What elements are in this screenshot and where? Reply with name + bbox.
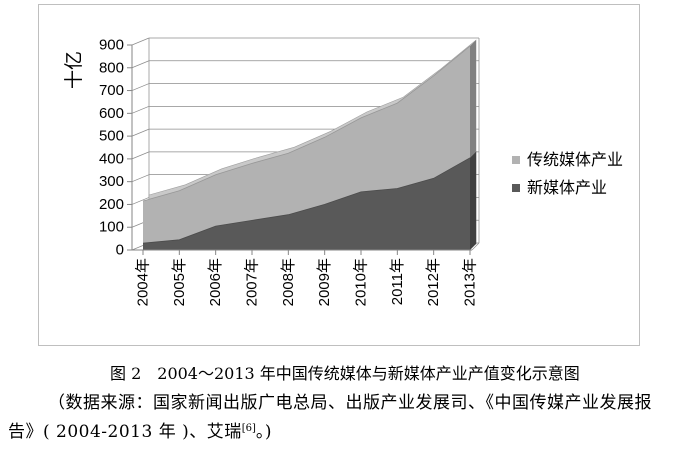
x-tick-label: 2008年 [280, 258, 297, 306]
x-tick-label: 2010年 [353, 258, 370, 306]
x-tick-label: 2013年 [462, 258, 479, 306]
legend-label-traditional-media: 传统媒体产业 [527, 150, 624, 169]
chart-axes [127, 44, 472, 255]
side-wall-gridline [131, 37, 150, 46]
y-axis-title: 十亿 [63, 51, 85, 89]
y-tick-label: 200 [99, 196, 124, 213]
side-wall-gridline [131, 83, 150, 91]
chart-area-series [142, 39, 477, 250]
figure-source-note-line-1: （数据来源：国家新闻出版广电总局、出版产业发展司、《中国传媒产业发展报 [48, 393, 652, 413]
chart: 0 100 200 300 400 500 600 700 800 900 2004年 2005年 20… [38, 4, 640, 346]
series-0-area-side-face [470, 151, 476, 250]
series-1-area-top-edge [142, 45, 471, 202]
legend-swatch-new-media [512, 184, 520, 192]
source-note-end: 。) [255, 422, 273, 442]
x-tick-label: 2004年 [135, 258, 152, 306]
x-tick-label: 2009年 [316, 258, 333, 306]
side-wall-gridline [131, 128, 150, 137]
y-tick-label: 0 [116, 242, 124, 259]
reference-mark: [6] [241, 423, 256, 434]
x-tick-label: 2005年 [171, 258, 188, 306]
y-tick-label: 100 [99, 219, 124, 236]
floor-right-edge [471, 242, 480, 251]
legend-swatch-traditional-media [512, 156, 520, 164]
legend: 传统媒体产业 新媒体产业 [512, 146, 636, 202]
side-wall-gridline [131, 197, 150, 205]
y-tick-label: 800 [99, 59, 124, 76]
side-wall-gridline [131, 60, 150, 69]
series-1-area-side-face [470, 40, 476, 158]
x-tick-label: 2012年 [425, 258, 442, 306]
y-tick-label: 400 [99, 150, 124, 167]
y-tick-label: 300 [99, 173, 124, 190]
y-tick-label: 600 [99, 105, 124, 122]
figure-source-note-line-2: 告》( 2004-2013 年 )、艾瑞[6]。) [8, 421, 448, 443]
series-0-area-front [143, 157, 470, 250]
source-note-text: 告》( 2004-2013 年 )、艾瑞 [8, 422, 242, 442]
x-tick-label: 2011年 [389, 258, 406, 305]
series-0-area-top-edge [142, 157, 471, 244]
y-tick-label: 700 [99, 82, 124, 99]
side-wall-gridline [131, 174, 150, 183]
legend-item-new-media: 新媒体产业 [512, 174, 636, 202]
y-tick-label: 500 [99, 128, 124, 145]
series-1-area-front [143, 46, 470, 244]
side-wall-gridline [131, 105, 150, 114]
figure-caption-title: 图 2 2004～2013 年中国传统媒体与新媒体产业产值变化示意图 [110, 364, 580, 383]
y-tick-label: 900 [99, 37, 124, 54]
legend-label-new-media: 新媒体产业 [527, 178, 608, 197]
chart-tick-labels: 0 100 200 300 400 500 600 700 800 900 2004年 2005年 20… [99, 37, 479, 307]
x-tick-label: 2007年 [244, 258, 261, 306]
x-tick-label: 2006年 [207, 258, 224, 306]
legend-item-traditional-media: 传统媒体产业 [512, 146, 636, 174]
side-wall-gridline [131, 151, 150, 160]
